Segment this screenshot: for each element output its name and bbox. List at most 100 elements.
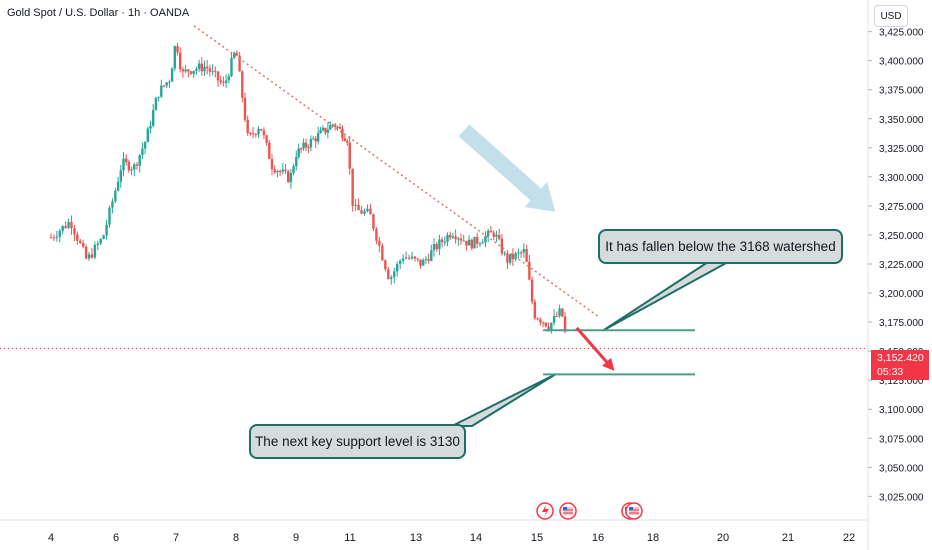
candle-body <box>122 158 125 171</box>
candle-body <box>211 70 214 72</box>
x-tick-label: 6 <box>113 532 119 544</box>
candle-body <box>508 253 512 263</box>
candle-body <box>141 148 144 155</box>
candle-body <box>410 256 414 259</box>
candle-body <box>203 66 206 72</box>
candle-body <box>73 228 76 235</box>
callout-support[interactable]: The next key support level is 3130 <box>249 424 466 459</box>
candle-body <box>265 135 268 143</box>
candle-body <box>270 158 274 170</box>
candle-body <box>149 125 152 129</box>
candle-body <box>200 63 203 72</box>
candle-body <box>348 142 351 169</box>
candle-body <box>154 97 158 111</box>
candle-body <box>395 263 399 272</box>
us-flag-event-icon[interactable] <box>625 502 643 520</box>
big-down-arrow[interactable] <box>458 124 556 212</box>
x-tick-label: 11 <box>344 532 355 544</box>
candle-body <box>108 207 111 225</box>
x-tick-label: 4 <box>48 532 54 544</box>
candle-body <box>550 322 553 330</box>
candle-body <box>465 240 468 246</box>
candle-body <box>407 257 411 259</box>
candle-body <box>495 234 498 237</box>
candle-body <box>360 210 363 214</box>
candle-body <box>214 70 217 72</box>
candle-body <box>473 236 476 249</box>
candle-body <box>227 76 230 81</box>
candle-body <box>84 246 88 259</box>
candle-body <box>276 171 279 173</box>
candle-body <box>547 326 550 330</box>
candle-body <box>432 244 436 251</box>
last-price-label: 3,152.420 05:33 <box>871 350 929 380</box>
candle-body <box>401 258 405 261</box>
x-tick-label: 18 <box>647 532 659 544</box>
candle-body <box>435 244 438 250</box>
candle-body <box>422 260 425 266</box>
candle-body <box>487 230 490 237</box>
candle-body <box>96 243 99 245</box>
candle-body <box>321 127 325 131</box>
candle-body <box>314 138 317 142</box>
y-tick-label: 3,100.000 <box>879 405 924 416</box>
candle-body <box>503 253 506 255</box>
candle-body <box>541 322 545 324</box>
candle-body <box>157 96 160 98</box>
candle-body <box>99 238 102 244</box>
candle-body <box>536 318 539 320</box>
candle-body <box>366 208 369 212</box>
candle-body <box>525 249 528 262</box>
candle-body <box>440 239 444 242</box>
candle-body <box>287 171 290 183</box>
candle-body <box>67 222 70 228</box>
us-flag-event-icon[interactable] <box>559 502 577 520</box>
candle-body <box>299 148 303 150</box>
candle-body <box>467 239 471 246</box>
candle-body <box>195 68 198 71</box>
y-tick-label: 3,250.000 <box>879 231 924 242</box>
candle-body <box>451 236 455 238</box>
candle-body <box>278 171 282 173</box>
candle-body <box>324 127 327 133</box>
candle-body <box>170 68 174 82</box>
candle-body <box>430 250 433 261</box>
candle-body <box>519 252 523 254</box>
candle-body <box>446 234 449 242</box>
candle-body <box>127 161 131 171</box>
candle-body <box>378 240 381 246</box>
y-tick-label: 3,350.000 <box>879 115 924 126</box>
candle-body <box>105 224 108 236</box>
red-down-arrow[interactable] <box>575 326 615 371</box>
last-price-value: 3,152.420 <box>877 352 924 364</box>
candle-body <box>393 271 396 278</box>
candle-body <box>216 71 220 81</box>
currency-button[interactable]: USD <box>874 5 908 27</box>
y-tick-label: 3,325.000 <box>879 144 924 155</box>
callout-watershed[interactable]: It has fallen below the 3168 watershed <box>598 229 843 264</box>
candle-body <box>138 154 141 166</box>
candle-body <box>58 230 61 237</box>
candle-body <box>329 124 332 130</box>
candle-body <box>454 236 457 240</box>
candle-body <box>307 147 310 149</box>
candle-body <box>135 164 139 166</box>
candle-body <box>333 124 337 127</box>
candle-body <box>522 249 526 253</box>
candle-body <box>230 57 233 77</box>
candle-body <box>173 46 176 69</box>
candle-body <box>116 181 120 191</box>
economic-event-icon[interactable] <box>536 502 554 520</box>
candle-body <box>528 261 531 280</box>
candle-body <box>481 242 484 244</box>
candle-body <box>304 142 308 148</box>
candle-body <box>462 240 465 242</box>
candle-body <box>268 142 271 159</box>
candle-body <box>61 225 64 231</box>
candle-body <box>478 243 482 245</box>
candle-body <box>369 208 372 215</box>
candle-body <box>372 214 375 229</box>
candle-body <box>309 139 313 148</box>
